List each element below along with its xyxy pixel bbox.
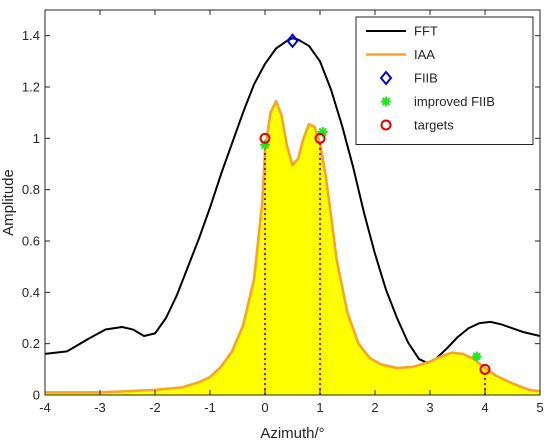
targets-marker-2 [314,132,326,144]
legend-label-targets: targets [414,118,454,133]
series-lines [44,37,541,394]
y-tick-label: 1 [33,131,40,146]
iaa-series-line [45,99,541,394]
legend-label-fft: FFT [414,24,438,39]
y-tick-label: 1.2 [22,80,40,95]
improved-fiib-marker-3 [471,351,482,362]
legend-item-fiib: FIIB [379,70,438,86]
legend-item-improved-fiib: improved FIIB [380,94,495,109]
legend-item-fft: FFT [366,24,438,39]
targets-marker-3 [479,363,491,375]
iaa-fill-area [45,101,540,396]
legend-item-iaa: IAA [366,47,435,62]
y-tick-label: 0.4 [22,285,40,300]
legend-label-fiib: FIIB [414,71,438,86]
targets-marker-1 [259,132,271,144]
y-tick-label: 0.2 [22,336,40,351]
x-tick-label: -2 [149,400,161,415]
legend-swatch-targets [380,119,392,131]
legend-label-improved-fiib: improved FIIB [414,94,495,109]
x-axis-label: Azimuth/° [260,425,324,442]
x-tick-label: 5 [536,400,543,415]
iaa-series-fill [45,101,540,396]
x-tick-label: 0 [261,400,268,415]
x-tick-label: 1 [316,400,323,415]
axes-box [44,9,541,396]
y-tick-label: 0.6 [22,234,40,249]
legend-item-targets: targets [380,118,454,133]
fiib-marker-1 [286,33,299,49]
data-markers [259,33,491,375]
y-axis-label: Amplitude [0,169,17,236]
x-tick-label: 3 [426,400,433,415]
y-tick-label: 0 [33,388,40,403]
y-tick-label: 1.4 [22,28,40,43]
legend-swatch-improved-fiib [380,96,392,107]
x-tick-label: 2 [371,400,378,415]
x-tick-label: -4 [39,400,51,415]
legend: FFT IAA FIIB improved FIIB targets [355,16,534,145]
y-tick-label: 0.8 [22,182,40,197]
legend-box [355,16,534,145]
legend-label-iaa: IAA [414,47,435,62]
axis-ticks: -4 -3 -2 -1 0 1 2 3 4 5 0 0.2 0.4 0.6 0.8 1 1.2 1.4 [22,10,544,415]
x-tick-label: 4 [481,400,488,415]
target-stems [264,142,486,395]
x-tick-label: -3 [94,400,106,415]
fft-series-line [44,37,541,364]
legend-swatch-fiib [379,70,393,86]
x-tick-label: -1 [204,400,216,415]
